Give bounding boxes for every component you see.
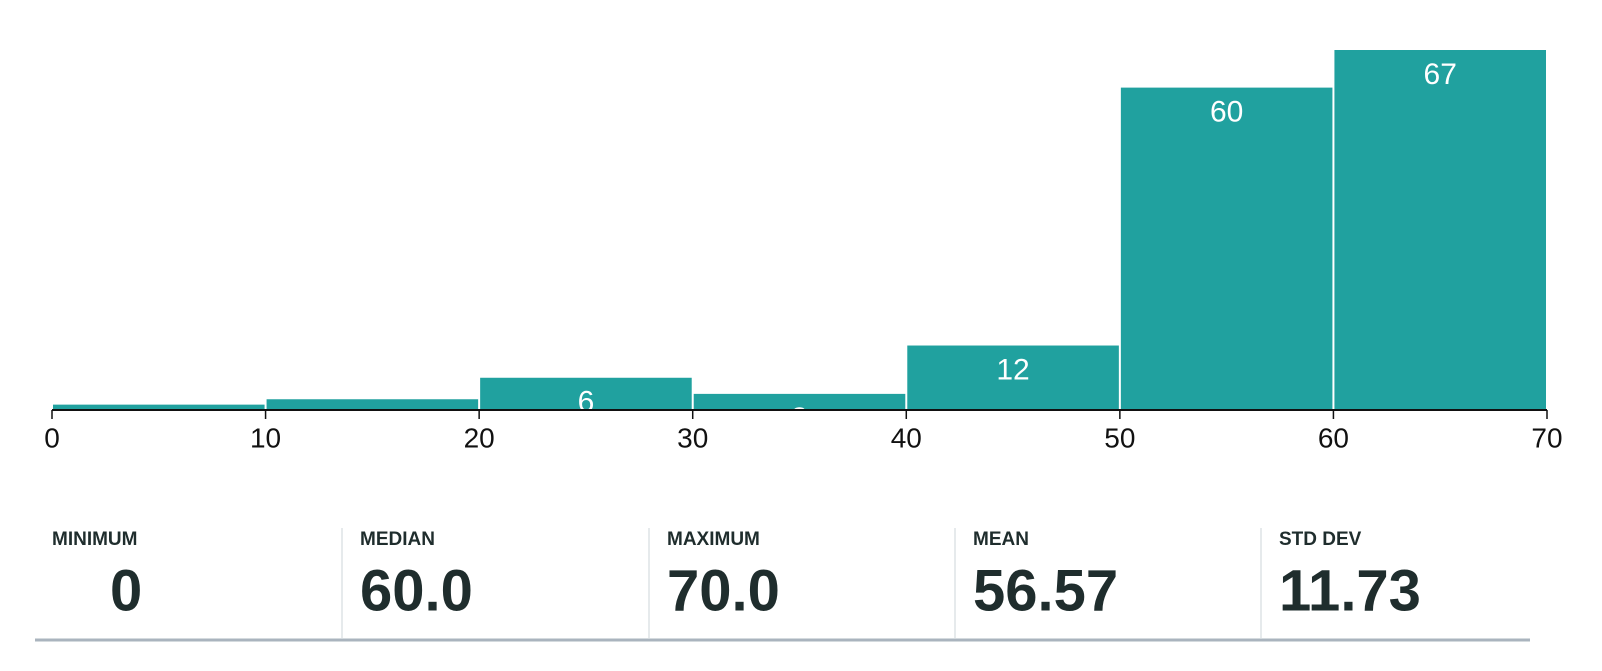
bar xyxy=(1120,87,1333,410)
x-tick-label: 50 xyxy=(1104,422,1135,453)
stat-label: MAXIMUM xyxy=(667,529,760,550)
stat-value: 11.73 xyxy=(1279,558,1421,623)
x-tick-label: 20 xyxy=(464,422,495,453)
bar-value-label: 60 xyxy=(1210,96,1243,129)
x-tick-label: 0 xyxy=(44,422,60,453)
stat-label: MINIMUM xyxy=(52,529,137,550)
stat-value: 70.0 xyxy=(667,558,780,623)
bar-value-label: 6 xyxy=(578,386,595,419)
stat-label: MEDIAN xyxy=(360,529,435,550)
stat-label: STD DEV xyxy=(1279,529,1362,550)
stats-panel: MINIMUM 0 MEDIAN 60.0 MAXIMUM 70.0 MEAN 56.57 ST… xyxy=(52,528,1421,638)
bar-value-label: 67 xyxy=(1424,58,1457,91)
bar-value-label: 12 xyxy=(996,353,1029,386)
bar-value-label: 3 xyxy=(791,402,808,435)
stat-label: MEAN xyxy=(973,529,1029,550)
bar xyxy=(693,393,906,410)
bar xyxy=(266,399,479,410)
x-tick-label: 70 xyxy=(1531,422,1562,453)
bar xyxy=(907,345,1119,410)
x-tick-label: 10 xyxy=(250,422,281,453)
bar-value-label: 2 xyxy=(364,407,381,440)
stat-value: 60.0 xyxy=(360,558,473,623)
x-tick-label: 30 xyxy=(677,422,708,453)
bar xyxy=(1334,50,1546,410)
bar xyxy=(480,377,692,410)
bar xyxy=(53,404,265,410)
stat-value: 56.57 xyxy=(973,558,1118,623)
bar-value-label: 1 xyxy=(150,413,167,446)
x-tick-label: 40 xyxy=(891,422,922,453)
x-tick-label: 60 xyxy=(1318,422,1349,453)
x-axis: 0 10 20 30 40 50 60 70 xyxy=(44,409,1563,453)
stat-value: 0 xyxy=(110,558,142,623)
